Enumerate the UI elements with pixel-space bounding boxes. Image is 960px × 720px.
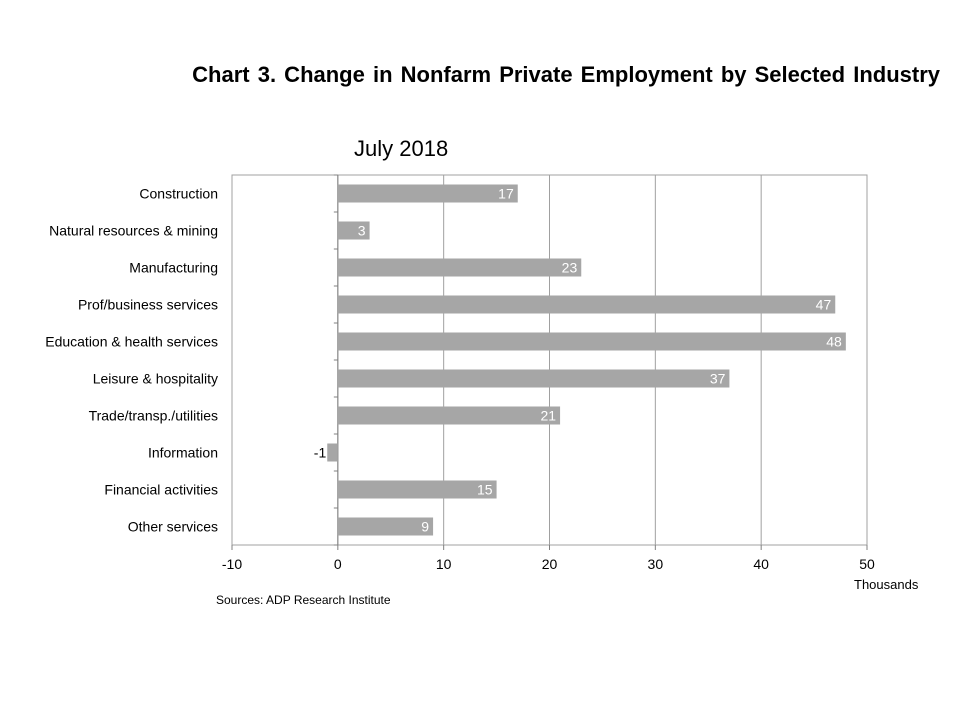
category-label: Information	[148, 445, 218, 461]
category-label: Financial activities	[104, 482, 218, 498]
bar	[327, 443, 338, 462]
category-label: Manufacturing	[129, 260, 218, 276]
x-tick-label: 40	[753, 556, 769, 572]
x-tick-label: 20	[542, 556, 558, 572]
data-label: 21	[541, 408, 557, 424]
data-label: 3	[358, 223, 366, 239]
data-label: 15	[477, 482, 493, 498]
data-label: 48	[826, 334, 842, 350]
bar	[337, 517, 434, 536]
bar	[337, 369, 730, 388]
bar	[337, 295, 836, 314]
data-label: 23	[562, 260, 578, 276]
chart-subtitle: July 2018	[354, 136, 449, 161]
data-label: 47	[816, 297, 832, 313]
category-label: Prof/business services	[78, 297, 218, 313]
x-tick-label: 0	[334, 556, 342, 572]
x-axis-unit-label: Thousands	[854, 577, 919, 592]
data-label: -1	[314, 445, 327, 461]
chart-title: Chart 3. Change in Nonfarm Private Emplo…	[192, 62, 940, 87]
category-label: Leisure & hospitality	[93, 371, 218, 387]
data-label: 37	[710, 371, 726, 387]
x-tick-label: 30	[648, 556, 664, 572]
bar	[337, 258, 582, 277]
bar	[337, 184, 518, 203]
category-label: Other services	[128, 519, 218, 535]
category-label: Natural resources & mining	[49, 223, 218, 239]
category-label: Construction	[139, 186, 218, 202]
x-tick-label: -10	[222, 556, 242, 572]
bar	[337, 221, 370, 240]
data-label: 17	[498, 186, 514, 202]
data-label: 9	[421, 519, 429, 535]
bar	[337, 480, 497, 499]
bar	[337, 406, 561, 425]
bar	[337, 332, 846, 351]
x-tick-label: 10	[436, 556, 452, 572]
category-label: Education & health services	[45, 334, 218, 350]
x-tick-label: 50	[859, 556, 875, 572]
category-label: Trade/transp./utilities	[89, 408, 218, 424]
source-note: Sources: ADP Research Institute	[216, 593, 391, 607]
